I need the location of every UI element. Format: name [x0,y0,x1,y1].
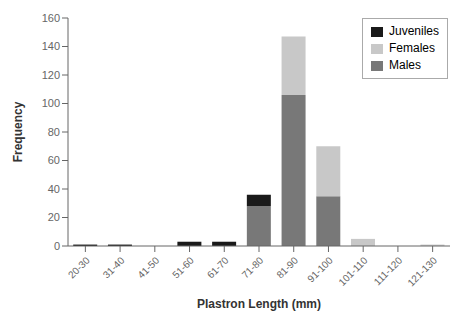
html-text:Juveniles: Juveniles [389,24,439,38]
svg-text:60: 60 [48,154,60,166]
svg-text:41-50: 41-50 [135,254,161,280]
svg-text:160: 160 [42,12,60,24]
svg-text:20: 20 [48,211,60,223]
svg-text:120: 120 [42,69,60,81]
svg-text:31-40: 31-40 [101,254,127,280]
svg-text:121-130: 121-130 [405,254,439,288]
svg-text:101-110: 101-110 [336,254,370,288]
svg-text:20-30: 20-30 [66,254,92,280]
html-text:Females: Females [389,41,435,55]
svg-text:Plastron Length (mm): Plastron Length (mm) [197,297,321,311]
svg-text:51-60: 51-60 [170,254,196,280]
svg-text:80: 80 [48,126,60,138]
svg-text:40: 40 [48,183,60,195]
svg-text:71-80: 71-80 [240,254,266,280]
svg-text:91-100: 91-100 [305,254,335,284]
svg-text:0: 0 [54,240,60,252]
svg-text:140: 140 [42,40,60,52]
svg-text:Frequency: Frequency [11,101,25,162]
html-text:Males: Males [389,58,421,72]
svg-text:111-120: 111-120 [372,254,405,287]
svg-text:100: 100 [42,97,60,109]
svg-text:81-90: 81-90 [274,254,300,280]
svg-text:61-70: 61-70 [205,254,231,280]
